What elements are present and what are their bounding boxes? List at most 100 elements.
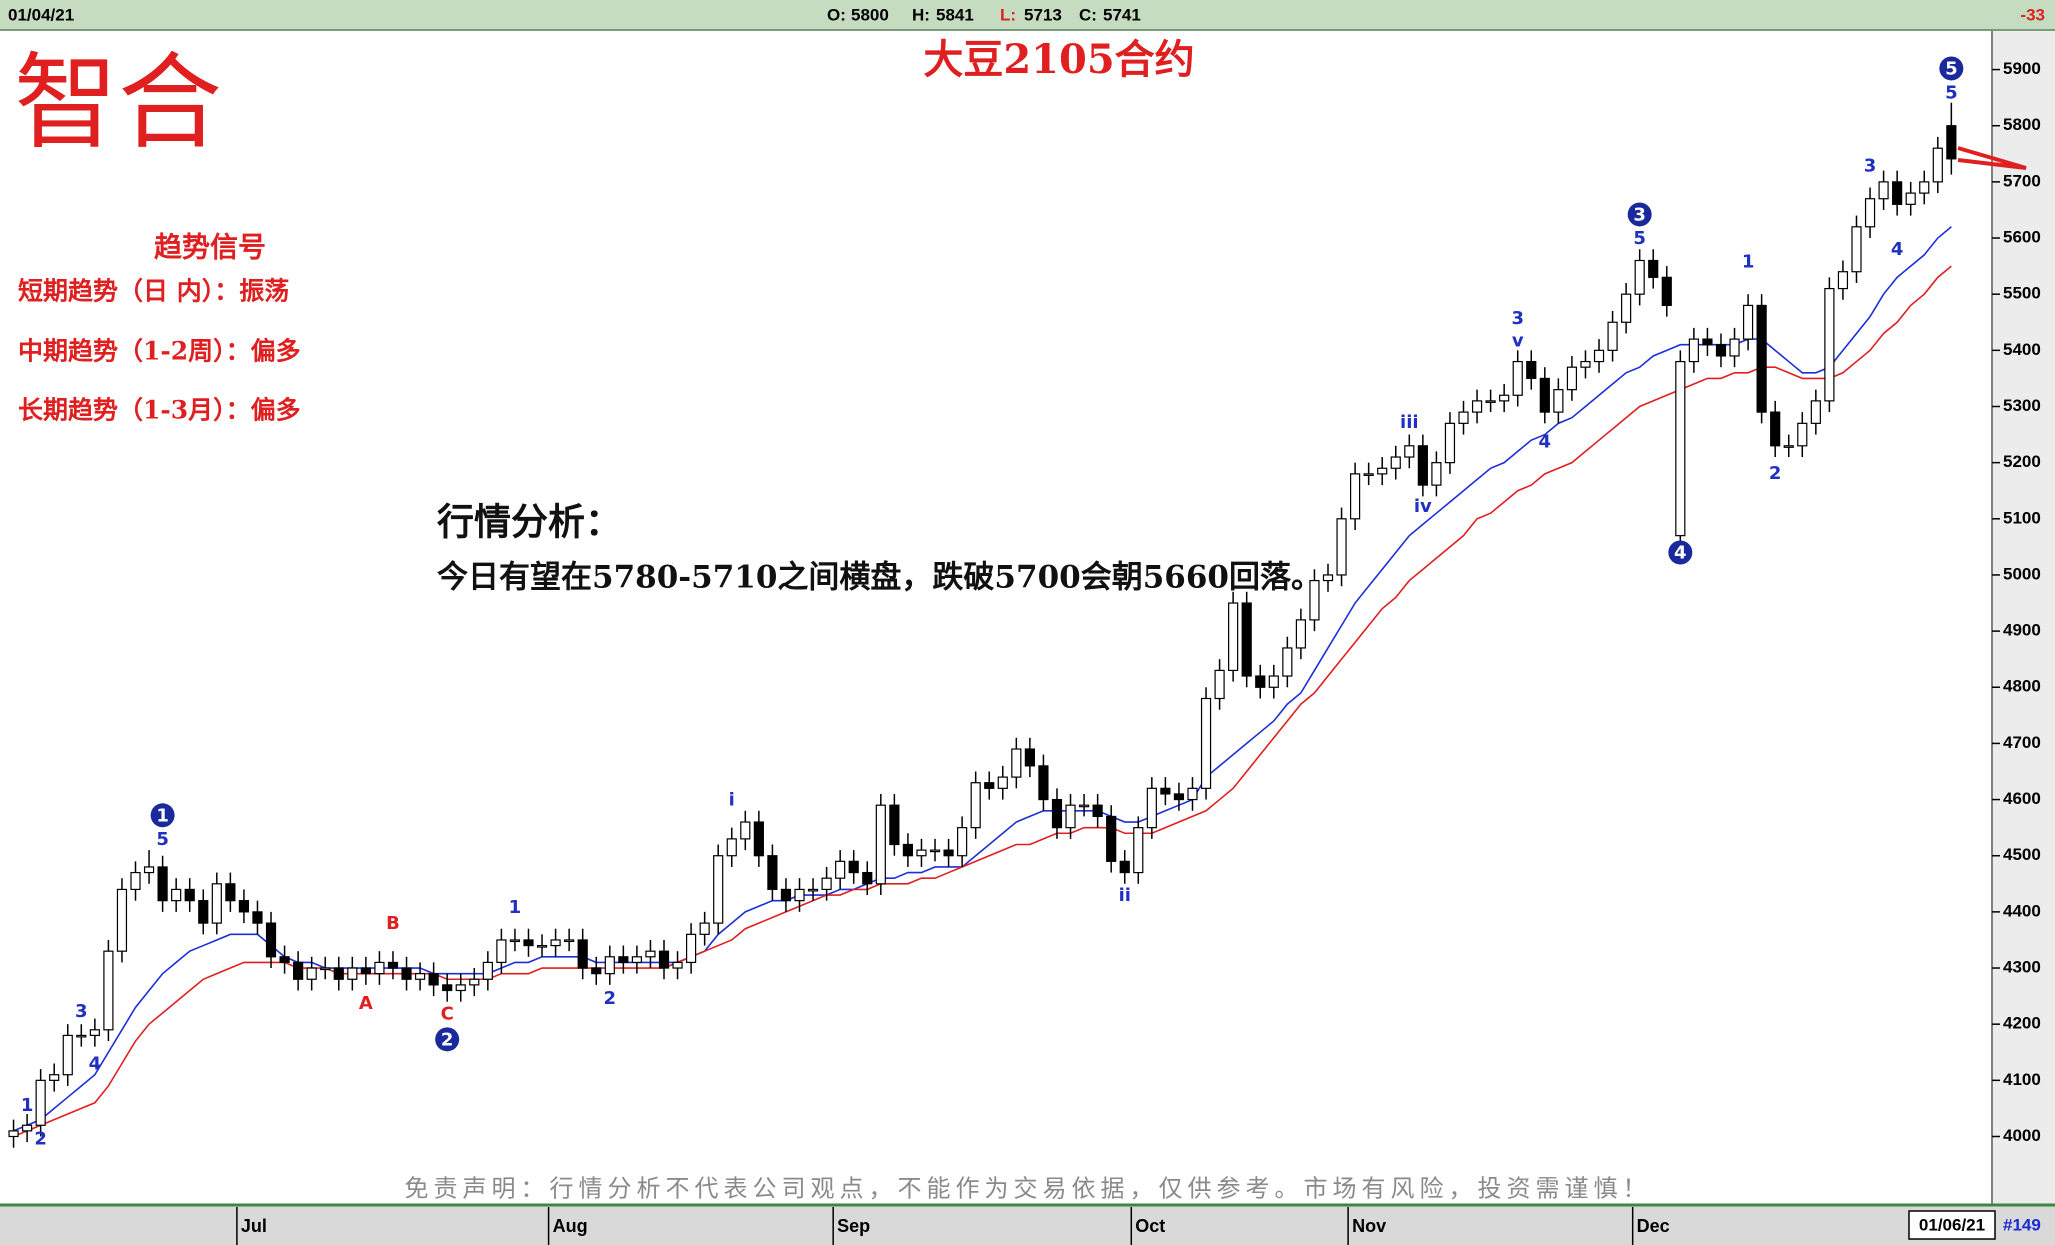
- candle-body: [821, 877, 832, 891]
- candle-body: [1634, 259, 1645, 295]
- candle-body: [1038, 765, 1049, 801]
- y-axis-panel: [1992, 31, 2055, 1205]
- wave-label: 5: [1945, 58, 1958, 79]
- candle-body: [333, 967, 344, 980]
- header-value: 5800: [851, 5, 889, 24]
- trend-arrow: [1957, 146, 2027, 170]
- y-tick-label: 4700: [2003, 733, 2041, 752]
- candle-body: [1377, 467, 1388, 475]
- candle-body: [1160, 787, 1171, 795]
- wave-label: ii: [1119, 885, 1131, 906]
- wave-label: 2: [604, 988, 617, 1009]
- x-axis-bar: [0, 1205, 2055, 1245]
- candle-body: [1946, 125, 1957, 160]
- y-tick-label: 5600: [2003, 228, 2041, 247]
- candle-body: [1322, 574, 1334, 582]
- candle-body: [1295, 619, 1306, 649]
- candle-body: [943, 849, 954, 857]
- candle-body: [198, 900, 209, 924]
- footer-count: #149: [2003, 1215, 2041, 1234]
- candle-body: [1268, 675, 1279, 688]
- candle-body: [1200, 697, 1212, 789]
- candle-body: [984, 782, 995, 789]
- wave-label: 1: [156, 805, 169, 826]
- candle-body: [1607, 321, 1618, 351]
- candle-body: [618, 956, 629, 964]
- candle-body: [1173, 793, 1185, 801]
- candle-body: [1675, 360, 1686, 537]
- candle-body: [1106, 815, 1117, 862]
- header-value: 5713: [1024, 5, 1062, 24]
- candle-body: [1350, 473, 1361, 520]
- wave-label: 5: [1633, 228, 1646, 249]
- wave-label: 4: [89, 1054, 102, 1075]
- candle-body: [1146, 787, 1157, 829]
- y-tick-label: 4800: [2003, 677, 2041, 696]
- header-bar: [0, 0, 2055, 30]
- trend-title: 趋势信号: [154, 231, 266, 264]
- candle-body: [509, 939, 521, 943]
- candle-body: [1539, 377, 1550, 413]
- y-tick-label: 4600: [2003, 789, 2041, 808]
- candle-body: [1309, 579, 1320, 621]
- candle-body: [780, 888, 792, 902]
- candle-body: [645, 950, 656, 958]
- wave-label: 1: [1742, 252, 1755, 273]
- y-tick-label: 5200: [2003, 452, 2041, 471]
- candle-body: [699, 922, 710, 935]
- x-tick-label: Sep: [837, 1216, 870, 1236]
- wave-circle: [1668, 540, 1693, 565]
- candle-body: [1770, 411, 1781, 447]
- x-tick-label: Dec: [1637, 1216, 1670, 1236]
- y-tick-label: 4000: [2003, 1126, 2041, 1145]
- candle-body: [767, 855, 778, 891]
- candle-body: [631, 956, 642, 964]
- candle-body: [184, 888, 195, 902]
- candle-body: [1187, 787, 1198, 801]
- candle-body: [62, 1034, 73, 1076]
- candle-body: [997, 776, 1008, 789]
- wave-label: 4: [1674, 542, 1687, 563]
- candle-body: [1051, 798, 1063, 829]
- candle-body: [1024, 748, 1035, 767]
- candle-body: [306, 967, 317, 980]
- candle-body: [442, 984, 453, 992]
- candle-body: [1756, 304, 1767, 413]
- candle-body: [835, 860, 846, 879]
- candle-body: [1214, 669, 1225, 700]
- wave-label: 5: [156, 829, 169, 850]
- y-tick-label: 4900: [2003, 621, 2041, 640]
- candle-body: [1729, 338, 1740, 357]
- header-value: 5741: [1103, 5, 1141, 24]
- candle-body: [265, 922, 277, 958]
- candle-body: [455, 984, 466, 992]
- candle-body: [1797, 422, 1808, 447]
- candle-body: [89, 1029, 100, 1037]
- candle-body: [1919, 181, 1930, 194]
- wave-label: A: [359, 993, 373, 1014]
- wave-label: iv: [1414, 496, 1432, 517]
- candle-body: [577, 939, 588, 969]
- candle-body: [740, 821, 751, 840]
- y-tick-label: 4100: [2003, 1070, 2041, 1089]
- wave-label: 3: [75, 1001, 88, 1022]
- candle-body: [1553, 389, 1564, 413]
- y-tick-label: 4400: [2003, 901, 2041, 920]
- chart-title: 大豆2105合约: [923, 36, 1194, 83]
- candle-body: [794, 888, 805, 902]
- candle-body: [1336, 518, 1347, 576]
- candle-body: [1783, 445, 1794, 448]
- candle-body: [1851, 226, 1862, 273]
- header-change: -33: [2020, 5, 2045, 24]
- x-tick-label: Jul: [241, 1216, 267, 1236]
- candle-body: [550, 939, 561, 947]
- y-tick-label: 4200: [2003, 1014, 2041, 1033]
- candle-body: [171, 888, 182, 902]
- candle-body: [1282, 647, 1293, 677]
- y-tick-label: 5000: [2003, 564, 2041, 583]
- candle-body: [428, 973, 439, 986]
- candle-body: [211, 883, 222, 924]
- candle-body: [1011, 748, 1022, 778]
- candle-body: [1661, 276, 1672, 307]
- disclaimer: 免责声明：行情分析不代表公司观点，不能作为交易依据，仅供参考。市场有风险，投资需…: [405, 1175, 1652, 1203]
